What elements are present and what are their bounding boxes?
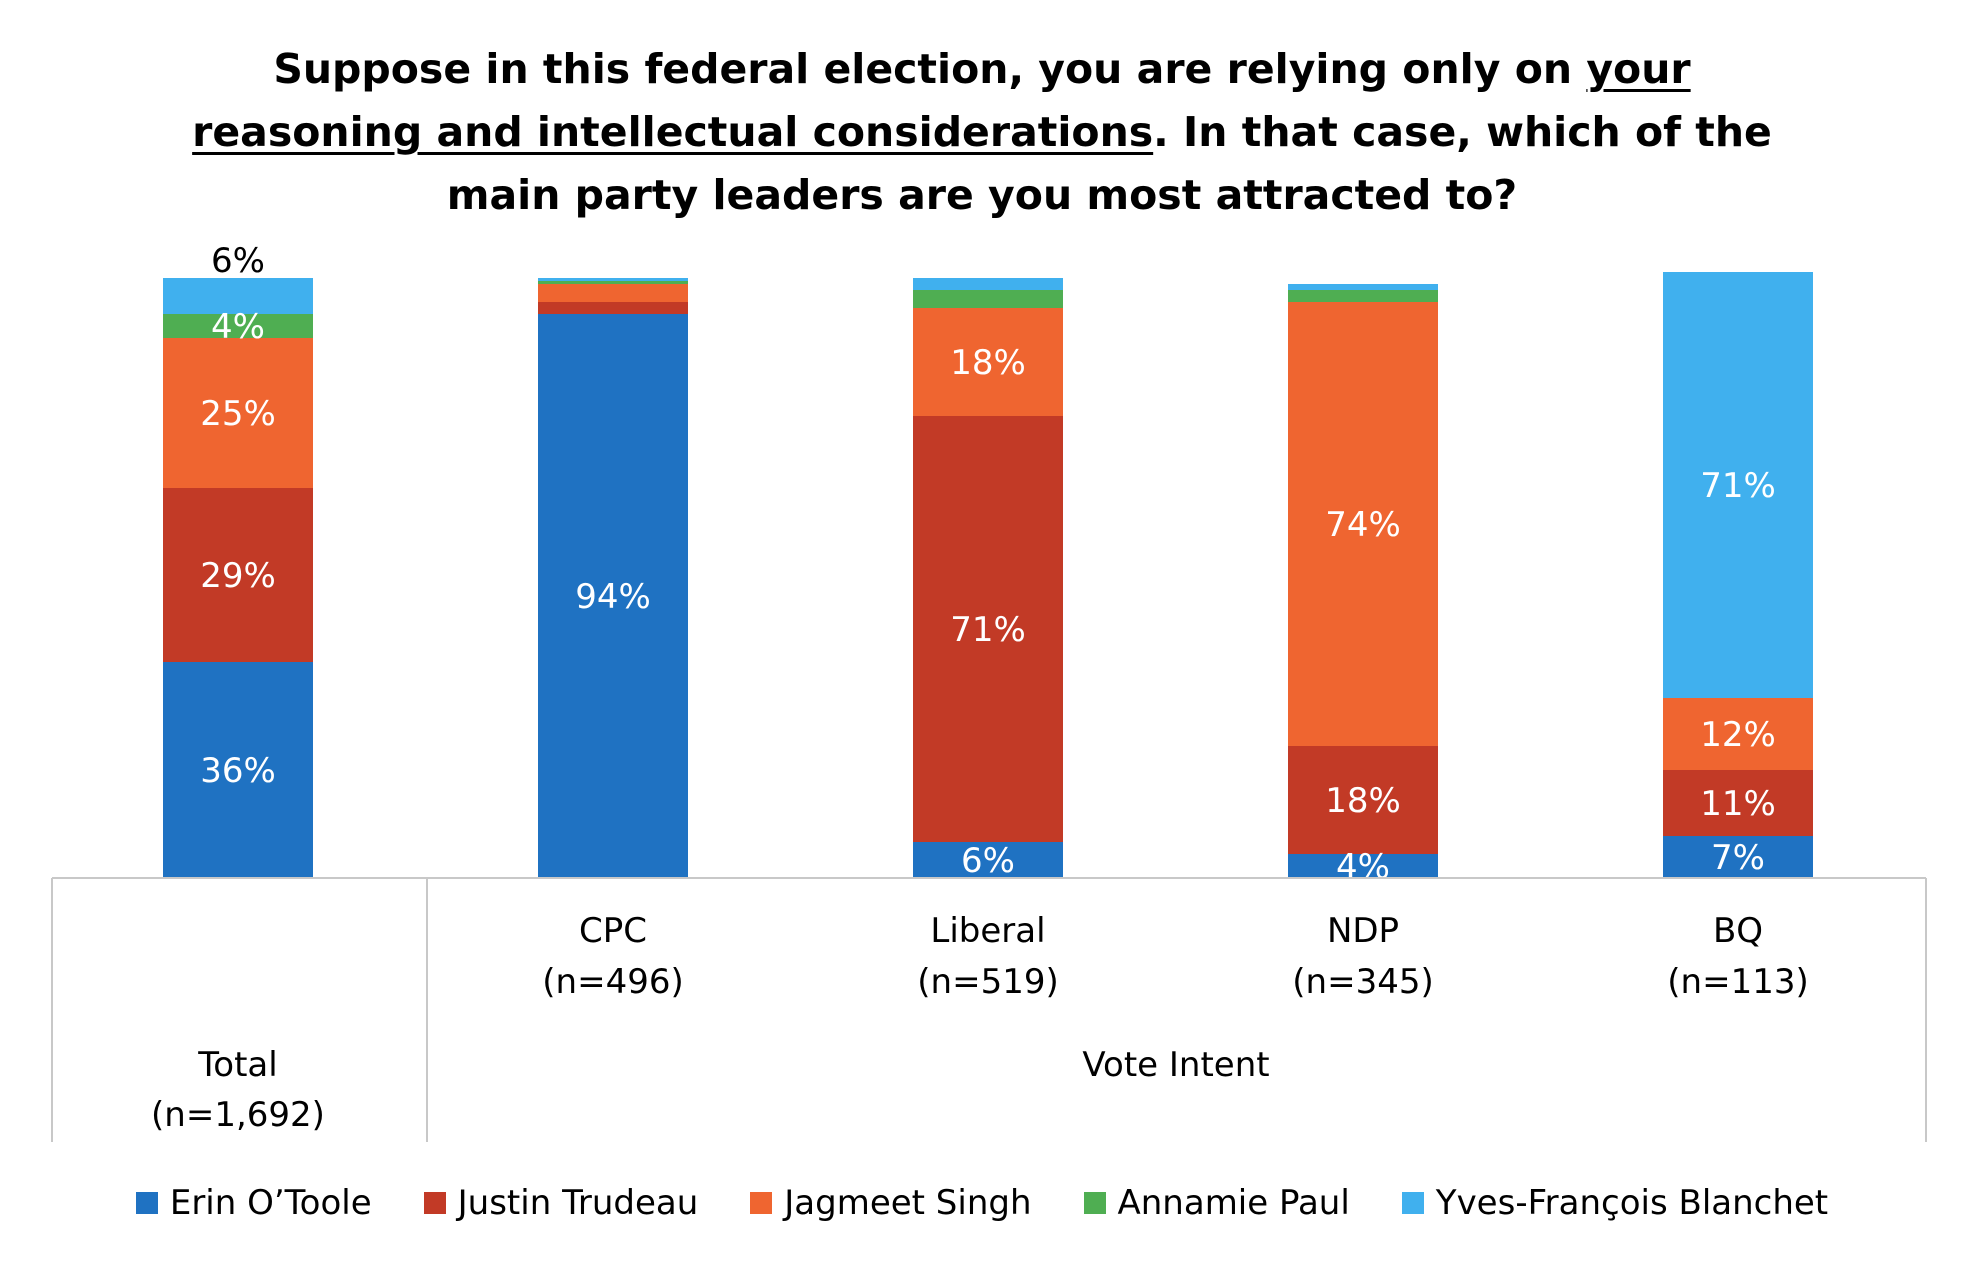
legend-item: Justin Trudeau xyxy=(423,1183,699,1223)
bar-segment xyxy=(1288,284,1438,290)
legend-item: Annamie Paul xyxy=(1083,1183,1350,1223)
data-label: 71% xyxy=(1700,466,1776,506)
bar-segment xyxy=(913,278,1063,290)
legend: Erin O’Toole Justin Trudeau Jagmeet Singh A… xyxy=(0,1178,1964,1228)
legend-item: Erin O’Toole xyxy=(135,1183,372,1223)
bar-segment xyxy=(1663,770,1813,836)
data-label: 25% xyxy=(200,394,276,434)
data-label: 18% xyxy=(950,343,1026,383)
data-label: 74% xyxy=(1325,505,1401,545)
data-label: 6% xyxy=(961,841,1015,881)
bar-segment xyxy=(538,314,688,878)
bar-segment xyxy=(1663,836,1813,878)
data-label: 36% xyxy=(200,751,276,791)
category-sublabel: (n=1,692) xyxy=(151,1095,325,1135)
legend-label: Yves-François Blanchet xyxy=(1435,1183,1829,1223)
category-sublabel: (n=345) xyxy=(1292,962,1433,1002)
category-label: Liberal xyxy=(930,911,1045,951)
chart-title-part: Suppose in this federal election, you ar… xyxy=(273,45,1587,93)
bar-segment xyxy=(163,314,313,338)
legend-label: Justin Trudeau xyxy=(457,1183,699,1223)
bar-segment xyxy=(163,278,313,314)
chart-title-part: your reasoning and intellectual consider… xyxy=(192,45,1691,156)
legend-swatch xyxy=(1083,1192,1106,1214)
chart-title: Suppose in this federal election, you ar… xyxy=(160,38,1804,227)
bar-segment xyxy=(1288,302,1438,746)
category-sublabel: (n=496) xyxy=(542,962,683,1002)
category-sublabel: (n=519) xyxy=(917,962,1058,1002)
bar-segment xyxy=(163,488,313,662)
category-sublabel: (n=113) xyxy=(1667,962,1808,1002)
bar-segment xyxy=(538,284,688,302)
bar-segment xyxy=(1663,272,1813,698)
bar-segment xyxy=(913,416,1063,842)
legend-label: Jagmeet Singh xyxy=(784,1183,1032,1223)
bar-segment xyxy=(1288,746,1438,854)
category-axis: Total (n=1,692) CPC (n=496) Liberal (n=519) ND… xyxy=(51,877,1927,1142)
data-label: 4% xyxy=(211,307,265,347)
category-label: Total xyxy=(197,1045,277,1085)
bar-segment xyxy=(163,338,313,488)
bar-segment xyxy=(538,302,688,314)
category-label: NDP xyxy=(1327,911,1399,951)
bar-segment xyxy=(538,281,688,284)
category-label: CPC xyxy=(579,911,647,951)
data-label: 6% xyxy=(211,241,265,281)
bars-layer xyxy=(163,272,1813,878)
data-label: 29% xyxy=(200,556,276,596)
legend-swatch xyxy=(135,1192,158,1214)
category-label: BQ xyxy=(1713,911,1763,951)
bar-segment xyxy=(913,842,1063,878)
data-label: 4% xyxy=(1336,847,1390,887)
bar-segment xyxy=(538,278,688,281)
data-label: 18% xyxy=(1325,781,1401,821)
legend-item: Yves-François Blanchet xyxy=(1401,1183,1829,1223)
data-label: 94% xyxy=(575,577,651,617)
data-label: 11% xyxy=(1700,784,1776,824)
data-label: 71% xyxy=(950,610,1026,650)
group-label: Vote Intent xyxy=(1082,1045,1269,1085)
chart-title-part: . In that case, which of the main party … xyxy=(446,108,1772,219)
bar-segment xyxy=(913,290,1063,308)
legend-swatch xyxy=(1401,1192,1424,1214)
bar-segment xyxy=(163,662,313,878)
legend-item: Jagmeet Singh xyxy=(750,1183,1032,1223)
bar-segment xyxy=(913,308,1063,416)
legend-label: Erin O’Toole xyxy=(169,1183,372,1223)
bar-segment xyxy=(1288,290,1438,302)
data-label: 7% xyxy=(1711,838,1765,878)
data-label: 12% xyxy=(1700,715,1776,755)
bar-segment xyxy=(1663,698,1813,770)
legend-swatch xyxy=(423,1192,446,1214)
legend-label: Annamie Paul xyxy=(1117,1183,1350,1223)
bar-segment xyxy=(1288,854,1438,878)
legend-swatch xyxy=(750,1192,773,1214)
data-labels-layer: 36% 29% 25% 4% 6% 94% 6% 71% 18% 4% 18% 74% 7% 11% 12%… xyxy=(200,241,1776,887)
